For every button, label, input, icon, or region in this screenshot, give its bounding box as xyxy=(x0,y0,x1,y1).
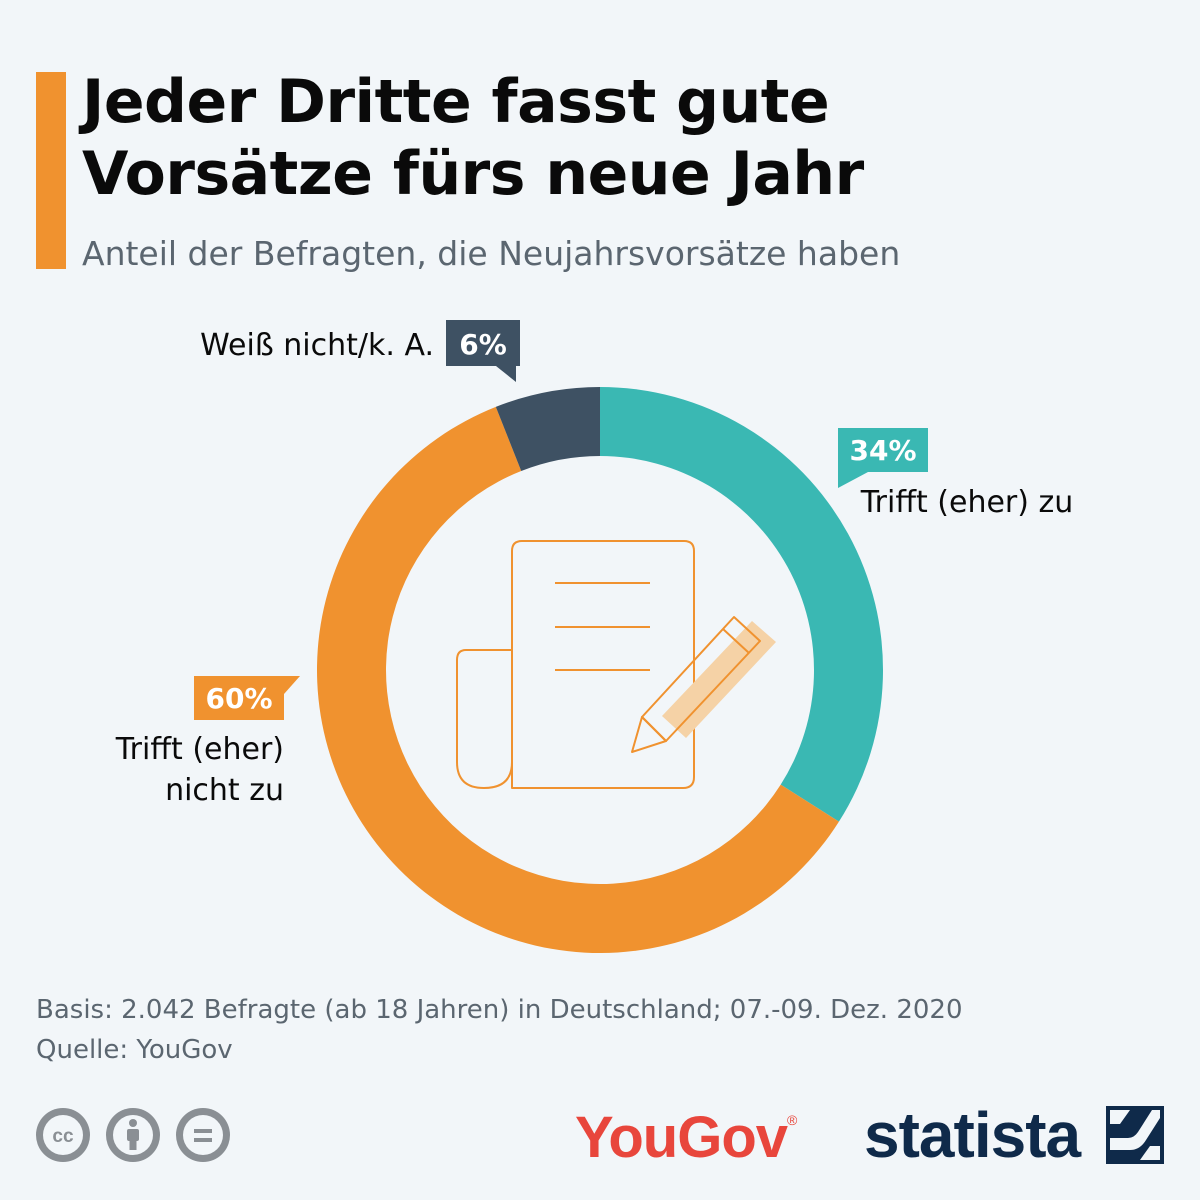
page-title: Jeder Dritte fasst gute Vorsätze fürs ne… xyxy=(82,66,1162,210)
category-label: Weiß nicht/k. A. xyxy=(200,328,434,363)
svg-text:cc: cc xyxy=(52,1126,74,1147)
value-label: 34% xyxy=(849,434,916,467)
label-trifft-nicht-zu: 60% Trifft (eher) nicht zu xyxy=(115,676,300,808)
title-line-1: Jeder Dritte fasst gute xyxy=(82,67,830,137)
slice-trifft-zu xyxy=(600,387,883,822)
title-accent-bar xyxy=(36,72,66,269)
attribution-icon[interactable] xyxy=(106,1108,160,1162)
category-label: Trifft (eher) zu xyxy=(860,485,1074,520)
source-note: Quelle: YouGov xyxy=(36,1035,233,1065)
yougov-registered-mark: ® xyxy=(787,1112,797,1128)
label-trifft-zu: 34% Trifft (eher) zu xyxy=(838,428,1073,520)
document-pencil-icon xyxy=(456,540,776,789)
donut-slices xyxy=(317,387,883,953)
category-label: Trifft (eher) xyxy=(115,732,284,767)
statista-logo-text: statista xyxy=(864,1099,1081,1171)
title-line-2: Vorsätze fürs neue Jahr xyxy=(82,139,864,209)
value-label: 6% xyxy=(459,328,507,361)
statista-logo: statista xyxy=(864,1098,1081,1172)
value-label: 60% xyxy=(205,682,272,715)
no-derivatives-icon[interactable] xyxy=(176,1108,230,1162)
donut-labels: 34% Trifft (eher) zu 60% Trifft (eher) nicht… xyxy=(115,320,1073,808)
value-badge xyxy=(446,320,520,366)
license-icons: cc xyxy=(36,1108,230,1162)
yougov-logo-text: YouGov xyxy=(575,1105,788,1170)
value-badge-pointer xyxy=(254,676,300,694)
cc-icon[interactable]: cc xyxy=(36,1108,90,1162)
statista-mark-icon xyxy=(1106,1106,1164,1164)
yougov-logo: YouGov® xyxy=(575,1104,797,1171)
value-badge-pointer xyxy=(838,472,868,488)
page-subtitle: Anteil der Befragten, die Neujahrsvorsät… xyxy=(82,234,901,273)
chart-footer: Basis: 2.042 Befragte (ab 18 Jahren) in … xyxy=(36,990,963,1070)
category-label: nicht zu xyxy=(165,773,284,808)
value-badge xyxy=(838,428,928,472)
basis-note: Basis: 2.042 Befragte (ab 18 Jahren) in … xyxy=(36,995,963,1025)
slice-weiss-nicht xyxy=(495,387,600,472)
label-weiss-nicht: 6% Weiß nicht/k. A. xyxy=(200,320,520,382)
value-badge-pointer xyxy=(496,366,516,382)
